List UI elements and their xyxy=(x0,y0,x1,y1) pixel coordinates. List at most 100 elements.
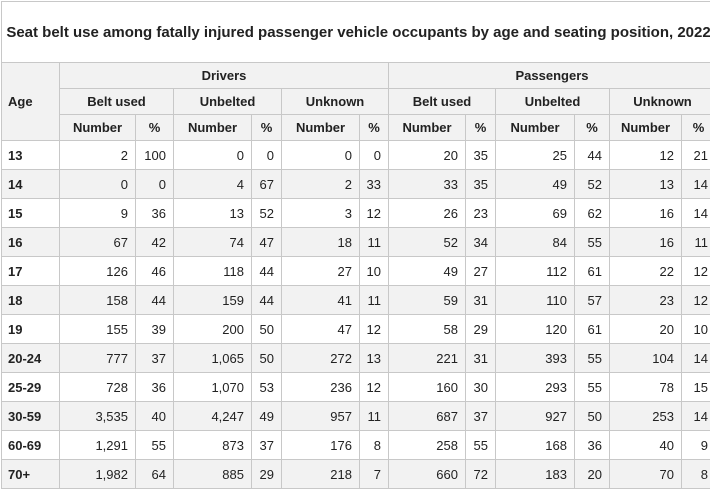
number-cell: 1,291 xyxy=(60,431,136,460)
percent-cell: 27 xyxy=(466,257,496,286)
percent-cell: 34 xyxy=(466,228,496,257)
number-cell: 110 xyxy=(496,286,575,315)
age-cell: 70+ xyxy=(2,460,60,489)
percent-cell: 31 xyxy=(466,344,496,373)
number-cell: 253 xyxy=(610,402,682,431)
number-cell: 160 xyxy=(389,373,466,402)
drivers-unbelted-header: Unbelted xyxy=(174,89,282,115)
number-cell: 3,535 xyxy=(60,402,136,431)
percent-cell: 29 xyxy=(252,460,282,489)
number-cell: 22 xyxy=(610,257,682,286)
percent-cell: 8 xyxy=(682,460,710,489)
number-cell: 885 xyxy=(174,460,252,489)
passengers-unknown-header: Unknown xyxy=(610,89,710,115)
percent-cell: 33 xyxy=(360,170,389,199)
percent-cell: 44 xyxy=(252,257,282,286)
number-cell: 67 xyxy=(60,228,136,257)
number-cell: 126 xyxy=(60,257,136,286)
number-cell: 155 xyxy=(60,315,136,344)
number-cell: 4 xyxy=(174,170,252,199)
passengers-header: Passengers xyxy=(389,63,710,89)
percent-header: % xyxy=(252,115,282,141)
number-cell: 70 xyxy=(610,460,682,489)
percent-cell: 13 xyxy=(360,344,389,373)
percent-cell: 35 xyxy=(466,170,496,199)
percent-cell: 12 xyxy=(682,286,710,315)
number-cell: 41 xyxy=(282,286,360,315)
percent-cell: 37 xyxy=(136,344,174,373)
percent-cell: 50 xyxy=(252,344,282,373)
drivers-header: Drivers xyxy=(60,63,389,89)
percent-cell: 52 xyxy=(575,170,610,199)
number-cell: 200 xyxy=(174,315,252,344)
percent-cell: 67 xyxy=(252,170,282,199)
number-cell: 40 xyxy=(610,431,682,460)
drivers-unknown-header: Unknown xyxy=(282,89,389,115)
percent-cell: 44 xyxy=(252,286,282,315)
percent-cell: 23 xyxy=(466,199,496,228)
percent-cell: 31 xyxy=(466,286,496,315)
number-cell: 49 xyxy=(389,257,466,286)
number-cell: 158 xyxy=(60,286,136,315)
percent-cell: 100 xyxy=(136,141,174,170)
number-header: Number xyxy=(60,115,136,141)
number-cell: 20 xyxy=(610,315,682,344)
number-cell: 159 xyxy=(174,286,252,315)
percent-cell: 55 xyxy=(575,373,610,402)
number-cell: 218 xyxy=(282,460,360,489)
number-cell: 13 xyxy=(174,199,252,228)
percent-cell: 21 xyxy=(682,141,710,170)
percent-cell: 11 xyxy=(682,228,710,257)
number-cell: 104 xyxy=(610,344,682,373)
percent-header: % xyxy=(466,115,496,141)
number-cell: 4,247 xyxy=(174,402,252,431)
percent-cell: 37 xyxy=(252,431,282,460)
percent-cell: 46 xyxy=(136,257,174,286)
number-cell: 957 xyxy=(282,402,360,431)
percent-cell: 55 xyxy=(136,431,174,460)
age-cell: 15 xyxy=(2,199,60,228)
percent-cell: 64 xyxy=(136,460,174,489)
percent-cell: 61 xyxy=(575,315,610,344)
number-cell: 777 xyxy=(60,344,136,373)
percent-cell: 36 xyxy=(136,199,174,228)
age-header: Age xyxy=(2,63,60,141)
number-cell: 183 xyxy=(496,460,575,489)
number-cell: 1,065 xyxy=(174,344,252,373)
percent-cell: 10 xyxy=(682,315,710,344)
percent-cell: 12 xyxy=(360,199,389,228)
number-cell: 0 xyxy=(60,170,136,199)
number-cell: 58 xyxy=(389,315,466,344)
percent-cell: 20 xyxy=(575,460,610,489)
number-cell: 118 xyxy=(174,257,252,286)
percent-cell: 0 xyxy=(252,141,282,170)
percent-header: % xyxy=(575,115,610,141)
age-cell: 20-24 xyxy=(2,344,60,373)
percent-cell: 9 xyxy=(682,431,710,460)
number-cell: 927 xyxy=(496,402,575,431)
number-cell: 69 xyxy=(496,199,575,228)
number-cell: 26 xyxy=(389,199,466,228)
percent-cell: 36 xyxy=(136,373,174,402)
number-cell: 687 xyxy=(389,402,466,431)
percent-cell: 55 xyxy=(466,431,496,460)
percent-cell: 36 xyxy=(575,431,610,460)
percent-cell: 14 xyxy=(682,402,710,431)
percent-cell: 11 xyxy=(360,228,389,257)
percent-cell: 7 xyxy=(360,460,389,489)
number-cell: 236 xyxy=(282,373,360,402)
number-cell: 0 xyxy=(174,141,252,170)
age-cell: 60-69 xyxy=(2,431,60,460)
number-cell: 221 xyxy=(389,344,466,373)
number-cell: 168 xyxy=(496,431,575,460)
number-cell: 25 xyxy=(496,141,575,170)
number-header: Number xyxy=(174,115,252,141)
